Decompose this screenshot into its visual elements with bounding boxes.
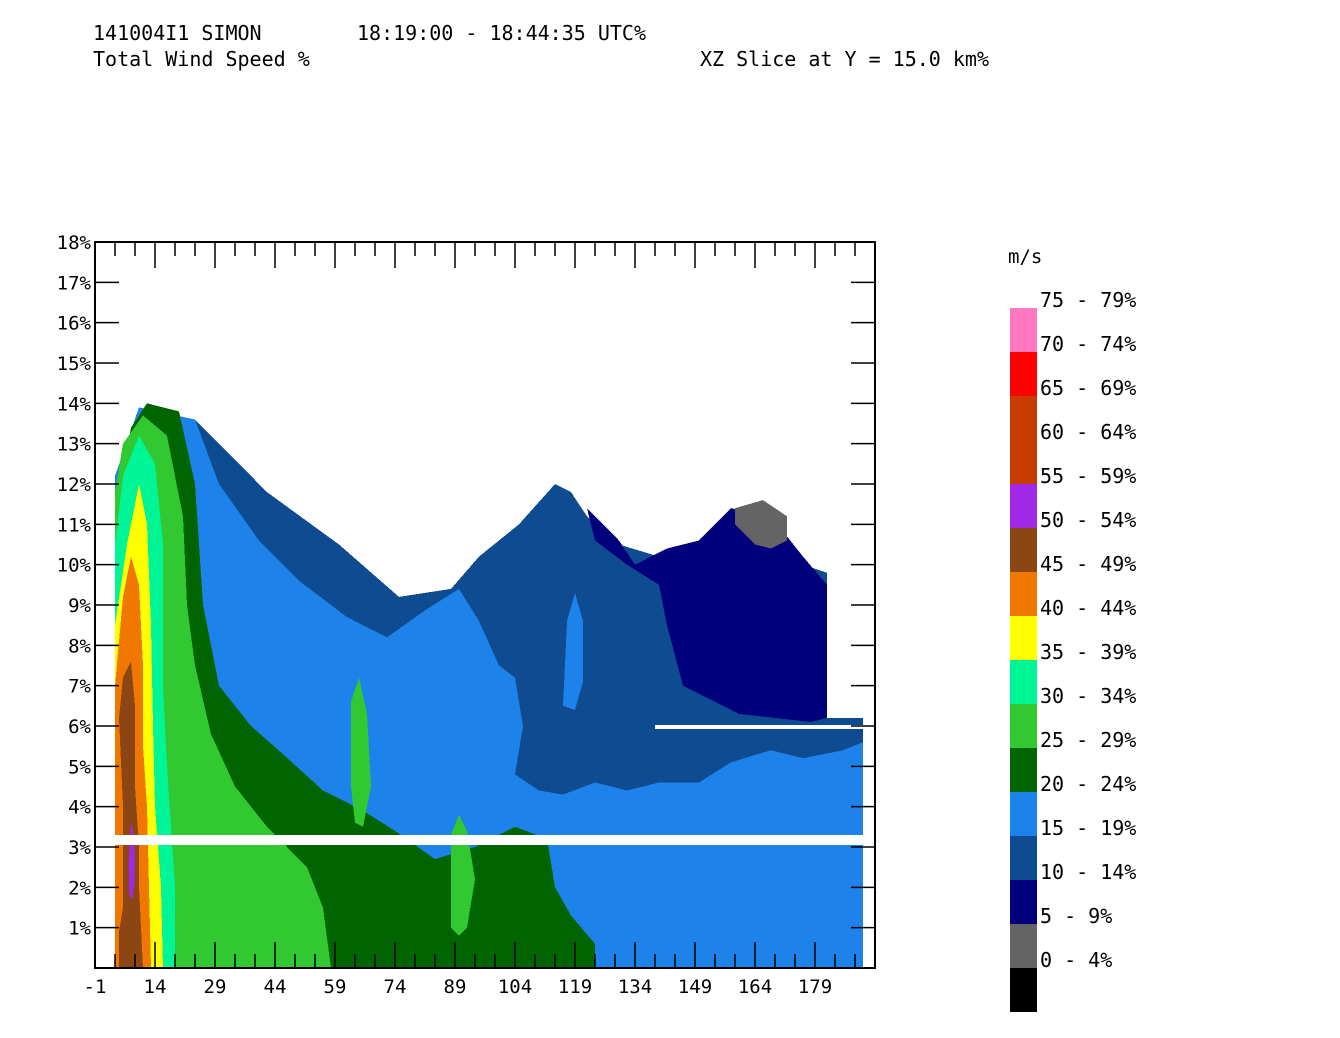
legend-label: 65 - 69% [1040,376,1136,400]
x-tick-label: 134 [618,976,652,998]
legend-swatch [1010,440,1037,484]
x-tick-label: 59 [324,976,347,998]
legend-label: 55 - 59% [1040,464,1136,488]
x-tick-label: 104 [498,976,532,998]
y-tick-label: 14% [57,393,92,415]
y-tick-label: 2% [68,877,91,899]
speed-region-5-9-2 [735,500,787,549]
legend-title: m/s [1008,246,1043,268]
y-tick-label: 10% [57,555,92,577]
speed-region-50-54-12 [119,661,143,968]
legend-swatch [1010,748,1037,792]
y-tick-label: 11% [57,514,92,536]
x-tick-label: -1 [84,976,107,998]
legend-swatch [1010,528,1037,572]
legend-swatch [1010,792,1037,836]
storm-id: 141004I1 SIMON [93,21,262,45]
y-tick-label: 6% [68,716,91,738]
x-tick-label: 164 [738,976,772,998]
legend-label: 5 - 9% [1040,904,1112,928]
x-tick-label: 119 [558,976,592,998]
legend-swatch [1010,308,1037,352]
legend-label: 70 - 74% [1040,332,1136,356]
x-tick-label: 29 [204,976,227,998]
time-range: 18:19:00 - 18:44:35 UTC% [357,21,646,45]
speed-region-10-14-1 [587,508,827,722]
legend-swatch [1010,572,1037,616]
legend-swatch [1010,880,1037,924]
x-tick-label: 179 [798,976,832,998]
x-tick-label: 44 [264,976,287,998]
field-title: Total Wind Speed % [93,47,310,71]
y-tick-label: 5% [68,756,91,778]
y-tick-label: 16% [57,313,92,335]
y-tick-label: 1% [68,918,91,940]
y-tick-label: 12% [57,474,92,496]
legend-swatch [1010,484,1037,528]
legend-label: 45 - 49% [1040,552,1136,576]
legend-label: 50 - 54% [1040,508,1136,532]
y-tick-label: 3% [68,837,91,859]
y-tick-label: 13% [57,434,92,456]
legend-swatch [1010,352,1037,396]
legend-swatch [1010,616,1037,660]
y-tick-label: 7% [68,676,91,698]
y-tick-label: 15% [57,353,92,375]
y-tick-label: 18% [57,232,92,254]
x-tick-label: 149 [678,976,712,998]
legend-swatch [1010,396,1037,440]
y-tick-label: 17% [57,272,92,294]
legend-label: 0 - 4% [1040,948,1112,972]
legend-label: 20 - 24% [1040,772,1136,796]
legend-label: 30 - 34% [1040,684,1136,708]
legend-swatch [1010,924,1037,968]
legend-swatch [1010,836,1037,880]
y-tick-label: 9% [68,595,91,617]
legend-label: 35 - 39% [1040,640,1136,664]
x-tick-label: 89 [444,976,467,998]
x-tick-label: 74 [384,976,407,998]
legend-label: 25 - 29% [1040,728,1136,752]
slice-label: XZ Slice at Y = 15.0 km% [700,47,989,71]
speed-region-20-24-4 [563,592,583,710]
legend-swatch [1010,704,1037,748]
legend-label: 10 - 14% [1040,860,1136,884]
x-tick-label: 14 [144,976,167,998]
legend-label: 60 - 64% [1040,420,1136,444]
legend-swatch [1010,660,1037,704]
y-tick-label: 4% [68,797,91,819]
legend-label: 40 - 44% [1040,596,1136,620]
legend-swatch [1010,968,1037,1012]
data-gap-3km [111,835,863,845]
y-tick-label: 8% [68,635,91,657]
legend-label: 75 - 79% [1040,288,1136,312]
speed-region-30-34-7 [351,677,371,827]
legend-label: 15 - 19% [1040,816,1136,840]
data-gap-6km [655,725,863,729]
